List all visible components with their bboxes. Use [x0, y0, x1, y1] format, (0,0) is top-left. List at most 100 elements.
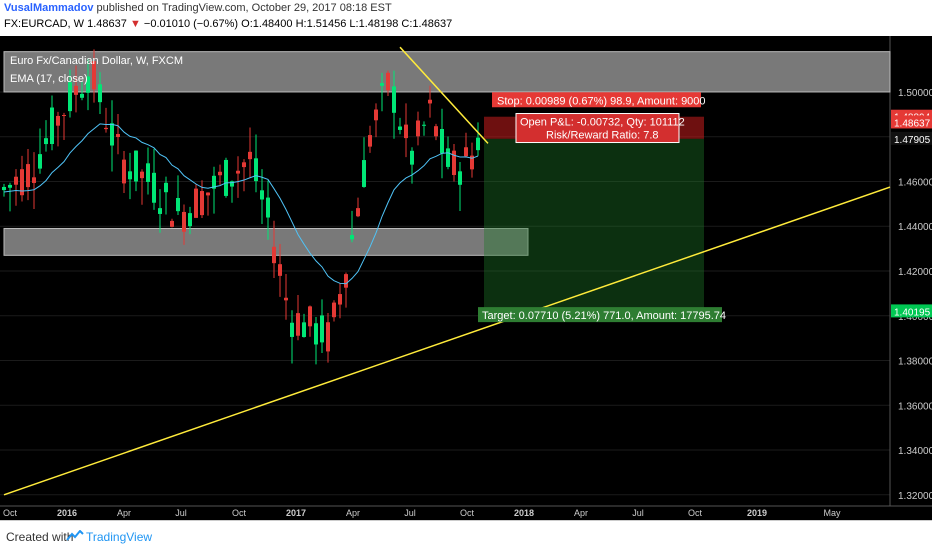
tradingview-brand[interactable]: TradingView: [86, 530, 153, 544]
candle-body: [62, 115, 66, 117]
candle-body: [86, 76, 90, 93]
target-label: Target: 0.07710 (5.21%) 771.0, Amount: 1…: [482, 310, 726, 322]
candle-body: [314, 323, 318, 345]
candle-body: [158, 208, 162, 214]
candle-body: [272, 246, 276, 264]
stop-label-bg: [492, 92, 701, 108]
candle-body: [20, 169, 24, 196]
candle-body: [470, 155, 474, 170]
uptrend-line: [3, 186, 891, 496]
downtrend-line: [399, 46, 489, 144]
candle-body: [302, 322, 306, 338]
candle-body: [476, 137, 480, 151]
candle-body: [50, 107, 54, 145]
chart-title: Euro Fx/Canadian Dollar, W, FXCM: [10, 55, 183, 67]
candle-body: [128, 171, 132, 180]
chart-header: VusalMammadov published on TradingView.c…: [0, 0, 932, 40]
ohlc-line: FX:EURCAD, W 1.48637 ▼ −0.01010 (−0.67%)…: [4, 18, 452, 30]
symbol-label: FX:EURCAD, W: [4, 18, 85, 30]
candle-body: [362, 160, 366, 187]
candle-body: [374, 109, 378, 121]
candle-body: [440, 128, 444, 154]
candle-body: [110, 123, 114, 146]
target-label-bg: [478, 307, 722, 323]
author-link[interactable]: VusalMammadov: [4, 2, 94, 14]
y-tick-label: 1.44000: [898, 222, 932, 233]
x-tick-label: Apr: [117, 508, 131, 518]
candle-body: [116, 134, 120, 137]
pnl-label-bg: [515, 113, 680, 144]
candle-body: [320, 315, 324, 343]
price-tag-bg: [891, 131, 932, 145]
y-tick-label: 1.34000: [898, 446, 932, 457]
x-tick-label: Apr: [574, 508, 588, 518]
price-tag: 1.40195: [894, 307, 931, 318]
candle-body: [152, 172, 156, 203]
candle-body: [44, 138, 48, 145]
price-tag-bg: [891, 115, 932, 129]
candle-body: [422, 124, 426, 126]
tradingview-logo-icon: [66, 530, 84, 541]
candle-body: [32, 177, 36, 183]
price-tag-bg: [891, 304, 932, 318]
y-tick-label: 1.32000: [898, 491, 932, 502]
candle-body: [206, 192, 210, 196]
candle-body: [122, 159, 126, 184]
candle-body: [80, 93, 84, 98]
rr-label: Risk/Reward Ratio: 7.8: [546, 130, 659, 142]
candle-body: [464, 147, 468, 157]
x-tick-label: 2019: [747, 508, 767, 518]
candle-body: [446, 148, 450, 167]
candle-body: [458, 171, 462, 185]
candle-body: [194, 188, 198, 218]
open-value: O:1.48400: [241, 18, 293, 30]
low-value: L:1.48198: [349, 18, 399, 30]
target-zone: [484, 138, 704, 312]
created-with-label: Created with: [6, 530, 74, 544]
close-value: C:1.48637: [401, 18, 453, 30]
candle-body: [104, 127, 108, 130]
candle-body: [38, 154, 42, 169]
candle-body: [350, 235, 354, 240]
candle-body: [140, 171, 144, 179]
candle-body: [74, 85, 78, 95]
candle-body: [428, 99, 432, 104]
x-tick-label: 2017: [286, 508, 306, 518]
candle-body: [26, 164, 30, 188]
candle-body: [338, 294, 342, 305]
high-value: H:1.51456: [295, 18, 347, 30]
x-tick-label: Jul: [404, 508, 416, 518]
candle-body: [308, 306, 312, 327]
candle-body: [218, 171, 222, 176]
ema-line: [3, 123, 479, 285]
candle-body: [260, 190, 264, 200]
publish-info: published on TradingView.com, October 29…: [96, 2, 392, 14]
x-tick-label: Oct: [3, 508, 18, 518]
candle-body: [296, 313, 300, 336]
candle-body: [392, 86, 396, 113]
sr-zone: [3, 51, 891, 93]
x-tick-label: 2016: [57, 508, 77, 518]
candle-body: [146, 163, 150, 182]
candle-body: [212, 175, 216, 189]
candle-body: [14, 176, 18, 185]
candle-body: [452, 150, 456, 176]
candle-body: [434, 126, 438, 137]
x-tick-label: Apr: [346, 508, 360, 518]
price-chart[interactable]: Stop: 0.00989 (0.67%) 98.9, Amount: 9000…: [0, 36, 932, 520]
candle-body: [134, 150, 138, 182]
candle-body: [164, 182, 168, 193]
candle-body: [284, 297, 288, 301]
candle-body: [200, 191, 204, 216]
chart-area[interactable]: Stop: 0.00989 (0.67%) 98.9, Amount: 9000…: [0, 36, 932, 520]
candle-body: [356, 208, 360, 217]
y-tick-label: 1.38000: [898, 357, 932, 368]
candle-body: [332, 302, 336, 318]
x-tick-label: Oct: [460, 508, 475, 518]
x-tick-label: May: [823, 508, 841, 518]
candle-body: [326, 322, 330, 352]
stop-label: Stop: 0.00989 (0.67%) 98.9, Amount: 9000: [497, 95, 706, 107]
candle-body: [254, 158, 258, 182]
pnl-label: Open P&L: -0.00732, Qty: 101112: [520, 117, 685, 129]
y-tick-label: 1.46000: [898, 177, 932, 188]
